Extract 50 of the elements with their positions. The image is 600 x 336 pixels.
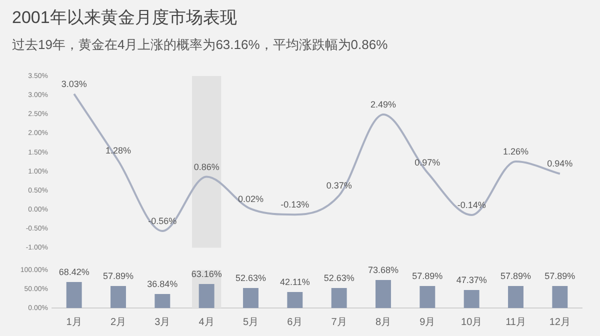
data-label: 52.63%: [324, 272, 354, 283]
x-tick-label: 10月: [461, 316, 482, 328]
bar: [110, 286, 126, 308]
bar: [508, 286, 524, 308]
data-label: 1.28%: [105, 146, 132, 156]
bar: [66, 282, 82, 308]
bar: [287, 292, 303, 308]
data-label: 1.26%: [502, 146, 529, 157]
data-label: 0.97%: [414, 158, 440, 168]
x-tick-label: 7月: [331, 316, 347, 328]
chart-subtitle: 过去19年，黄金在4月上涨的概率为63.16%，平均涨跌幅为0.86%: [12, 36, 388, 54]
bar: [331, 288, 347, 308]
bar: [552, 286, 568, 308]
bar: [198, 284, 214, 308]
data-label: 3.03%: [61, 78, 87, 89]
data-label: 36.84%: [147, 278, 178, 289]
x-tick-label: 3月: [154, 316, 170, 328]
bar: [420, 286, 436, 308]
x-tick-label: 8月: [375, 316, 392, 328]
data-label: 52.63%: [235, 272, 266, 283]
data-label: 2.49%: [370, 100, 396, 110]
data-label: 0.86%: [194, 162, 220, 172]
data-label: 73.68%: [368, 264, 399, 275]
x-tick-label: 5月: [242, 316, 259, 328]
x-tick-label: 4月: [198, 316, 214, 328]
data-label: 0.94%: [547, 158, 573, 169]
x-tick-label: 12月: [549, 316, 570, 328]
data-label: 57.89%: [500, 270, 532, 281]
data-label: 63.16%: [191, 268, 222, 279]
x-tick-label: 11月: [506, 316, 526, 328]
data-label: 47.37%: [456, 274, 487, 285]
bar: [154, 294, 170, 308]
chart-title: 2001年以来黄金月度市场表现: [12, 7, 237, 29]
bar: [243, 288, 258, 308]
data-label: 42.11%: [280, 276, 310, 287]
data-label: 0.02%: [238, 194, 264, 204]
data-label: 57.89%: [412, 270, 443, 281]
bar: [376, 280, 391, 308]
data-label: 0.37%: [326, 180, 352, 190]
x-tick-label: 6月: [287, 316, 303, 328]
data-label: 57.89%: [544, 270, 576, 281]
bar: [464, 290, 480, 308]
data-label: -0.13%: [280, 200, 310, 210]
data-label: -0.14%: [457, 200, 486, 210]
data-label: -0.56%: [148, 216, 177, 226]
x-tick-label: 2月: [110, 316, 126, 328]
data-label: 57.89%: [102, 270, 134, 281]
x-tick-label: 1月: [66, 316, 82, 328]
x-tick-label: 9月: [420, 316, 436, 328]
data-label: 68.42%: [58, 266, 90, 277]
